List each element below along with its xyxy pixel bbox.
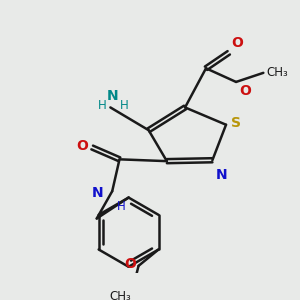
Text: CH₃: CH₃: [110, 290, 131, 300]
Text: H: H: [98, 99, 107, 112]
Text: S: S: [231, 116, 241, 130]
Text: H: H: [117, 200, 125, 213]
Text: N: N: [92, 186, 103, 200]
Text: H: H: [119, 99, 128, 112]
Text: N: N: [106, 89, 118, 103]
Text: O: O: [124, 257, 136, 271]
Text: O: O: [232, 36, 243, 50]
Text: CH₃: CH₃: [266, 66, 288, 79]
Text: O: O: [239, 84, 250, 98]
Text: O: O: [77, 139, 88, 153]
Text: N: N: [216, 167, 228, 182]
